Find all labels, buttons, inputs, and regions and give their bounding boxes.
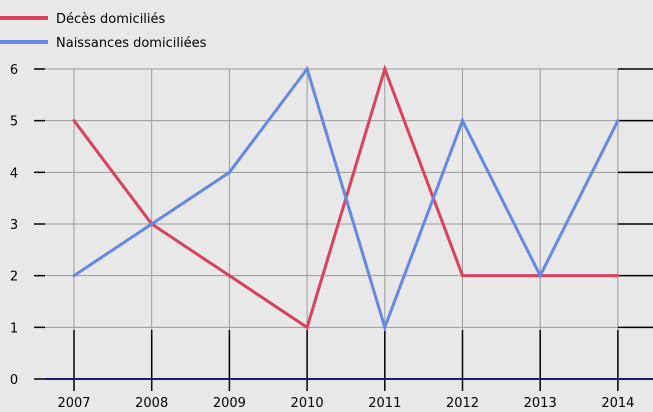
x-tick-label: 2007 [57,396,90,411]
x-tick-label: 2009 [213,396,246,411]
x-tick-label: 2013 [524,396,557,411]
x-tick-label: 2012 [446,396,479,411]
legend: Décès domiciliés Naissances domiciliées [0,12,207,51]
grid-lines [45,68,653,379]
legend-label: Décès domiciliés [56,12,166,27]
y-tick-label: 0 [10,373,18,388]
data-point [616,119,620,123]
data-point [538,274,542,278]
y-tick-label: 3 [10,218,18,233]
y-tick-label: 4 [10,166,18,181]
y-tick-label: 1 [10,321,18,336]
axes: 0 1 2 3 4 5 6 2007 2008 2009 2010 2011 2012 2013 2014 [10,63,653,411]
y-tick-label: 6 [10,63,18,78]
legend-label: Naissances domiciliées [56,36,207,51]
data-point [305,325,309,329]
data-point [616,274,620,278]
data-point [72,119,76,123]
y-tick-label: 2 [10,270,18,285]
x-tick-label: 2011 [368,396,401,411]
series-lines [72,64,620,333]
legend-marker [22,16,25,20]
data-point [150,222,154,226]
data-point [461,119,464,123]
data-point [383,325,387,329]
y-tick-label: 5 [10,115,18,130]
data-point [305,67,309,71]
x-tick-label: 2008 [135,396,168,411]
data-point [461,274,464,278]
x-tick-label: 2010 [291,396,324,411]
data-point [383,67,387,71]
data-point [72,274,76,278]
legend-marker [22,40,25,44]
data-point [227,274,231,278]
series-line-2 [73,65,620,333]
x-tick-label: 2014 [601,396,634,411]
data-point [227,170,231,174]
